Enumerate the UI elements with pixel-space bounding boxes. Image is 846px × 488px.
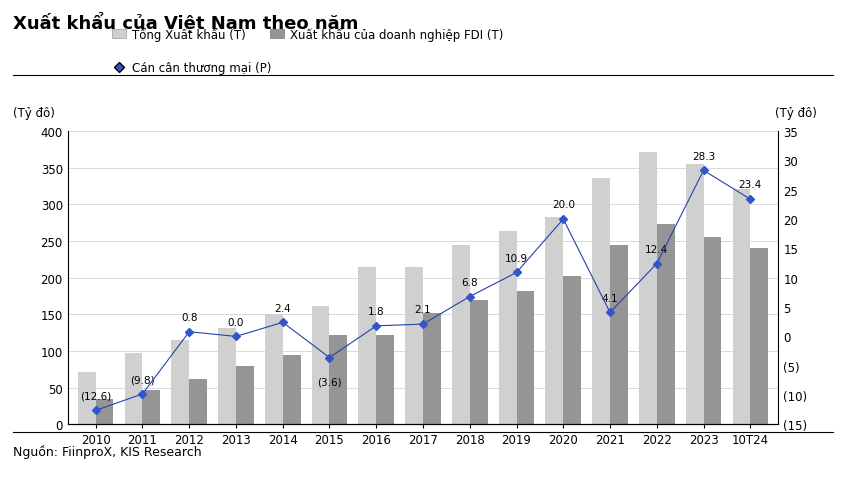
Text: 1.8: 1.8 bbox=[368, 306, 385, 317]
Bar bbox=[311, 306, 329, 425]
Text: 0.0: 0.0 bbox=[228, 317, 244, 327]
Text: 6.8: 6.8 bbox=[461, 277, 478, 287]
Bar bbox=[470, 300, 487, 425]
Cán cân thương mại (P) bbox=[512, 270, 522, 276]
Bar bbox=[563, 277, 581, 425]
Cán cân thương mại (P) bbox=[137, 391, 147, 397]
Cán cân thương mại (P) bbox=[184, 329, 195, 335]
Bar bbox=[546, 218, 563, 425]
Text: (9.8): (9.8) bbox=[130, 374, 155, 385]
Text: (3.6): (3.6) bbox=[317, 377, 342, 387]
Cán cân thương mại (P) bbox=[605, 310, 615, 316]
Bar bbox=[124, 353, 142, 425]
Bar bbox=[592, 179, 610, 425]
Text: 2.4: 2.4 bbox=[274, 303, 291, 313]
Text: (12.6): (12.6) bbox=[80, 391, 112, 401]
Bar bbox=[96, 399, 113, 425]
Bar bbox=[686, 165, 704, 425]
Text: 23.4: 23.4 bbox=[739, 180, 762, 190]
Bar bbox=[359, 268, 376, 425]
Bar bbox=[656, 224, 674, 425]
Text: Nguồn: FiinproX, KIS Research: Nguồn: FiinproX, KIS Research bbox=[13, 445, 201, 458]
Text: 4.1: 4.1 bbox=[602, 293, 618, 303]
Text: 0.8: 0.8 bbox=[181, 312, 197, 323]
Text: Xuất khẩu của Việt Nam theo năm: Xuất khẩu của Việt Nam theo năm bbox=[13, 12, 358, 33]
Bar bbox=[704, 237, 722, 425]
Cán cân thương mại (P) bbox=[464, 294, 475, 300]
Bar bbox=[517, 291, 535, 425]
Cán cân thương mại (P) bbox=[699, 168, 709, 174]
Bar bbox=[610, 245, 628, 425]
Bar bbox=[733, 189, 750, 425]
Bar bbox=[499, 231, 517, 425]
Bar bbox=[236, 366, 254, 425]
Bar bbox=[452, 246, 470, 425]
Bar bbox=[405, 267, 423, 425]
Bar bbox=[142, 390, 160, 425]
Line: Cán cân thương mại (P): Cán cân thương mại (P) bbox=[92, 168, 754, 414]
Text: 2.1: 2.1 bbox=[415, 305, 431, 315]
Cán cân thương mại (P) bbox=[324, 355, 334, 361]
Bar bbox=[329, 335, 347, 425]
Cán cân thương mại (P) bbox=[371, 323, 382, 329]
Text: 20.0: 20.0 bbox=[552, 200, 574, 210]
Bar bbox=[190, 379, 207, 425]
Bar bbox=[376, 335, 394, 425]
Cán cân thương mại (P) bbox=[558, 217, 569, 223]
Cán cân thương mại (P) bbox=[651, 261, 662, 267]
Text: (Tỷ đô): (Tỷ đô) bbox=[13, 106, 54, 120]
Text: 28.3: 28.3 bbox=[692, 151, 715, 162]
Bar bbox=[639, 152, 656, 425]
Cán cân thương mại (P) bbox=[91, 407, 101, 413]
Cán cân thương mại (P) bbox=[745, 197, 755, 203]
Legend: Cán cân thương mại (P): Cán cân thương mại (P) bbox=[107, 57, 277, 80]
Bar bbox=[750, 249, 768, 425]
Cán cân thương mại (P) bbox=[418, 322, 428, 327]
Bar bbox=[423, 313, 441, 425]
Text: 12.4: 12.4 bbox=[645, 244, 668, 254]
Text: (Tỷ đô): (Tỷ đô) bbox=[775, 106, 816, 120]
Bar bbox=[78, 372, 96, 425]
Cán cân thương mại (P) bbox=[231, 334, 241, 340]
Cán cân thương mại (P) bbox=[277, 320, 288, 325]
Bar bbox=[283, 356, 300, 425]
Bar bbox=[265, 315, 283, 425]
Legend: Tổng Xuất khẩu (T), Xuất khẩu của doanh nghiệp FDI (T): Tổng Xuất khẩu (T), Xuất khẩu của doanh … bbox=[107, 23, 508, 46]
Bar bbox=[172, 341, 190, 425]
Text: 10.9: 10.9 bbox=[505, 253, 528, 263]
Bar bbox=[218, 328, 236, 425]
